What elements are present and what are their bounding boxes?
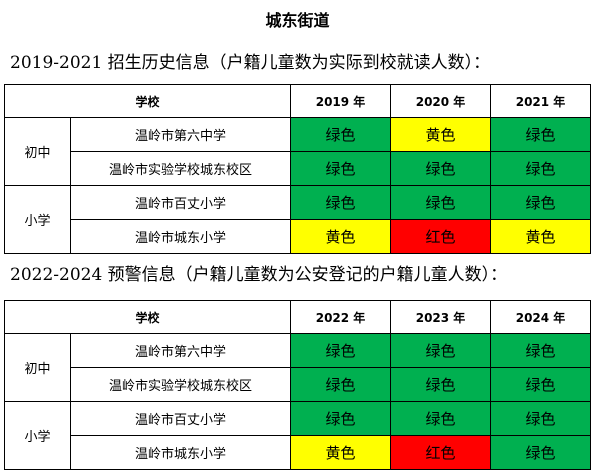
school-cell: 温岭市第六中学: [69, 117, 292, 152]
status-cell: 黄色: [290, 219, 392, 254]
school-cell: 温岭市实验学校城东校区: [69, 367, 292, 402]
level-cell: 小学: [4, 401, 71, 470]
status-cell: 绿色: [490, 333, 592, 368]
table-header-row: 学校 2022 年 2023 年 2024 年: [3, 300, 592, 334]
status-cell: 绿色: [490, 151, 592, 186]
status-cell: 绿色: [390, 401, 492, 436]
status-cell: 红色: [390, 219, 492, 254]
table-row: 温岭市城东小学 黄色 红色 绿色: [5, 435, 592, 470]
table-header-row: 学校 2019 年 2020 年 2021 年: [3, 84, 592, 118]
header-year: 2023 年: [390, 300, 492, 334]
level-cell: 小学: [4, 185, 71, 254]
page-title: 城东街道: [265, 11, 330, 30]
level-cell: 初中: [4, 117, 71, 186]
history-table: 学校 2019 年 2020 年 2021 年 初中 温岭市第六中学 绿色 黄色…: [3, 84, 592, 254]
status-cell: 绿色: [390, 367, 492, 402]
header-year: 2019 年: [290, 84, 392, 118]
school-cell: 温岭市第六中学: [69, 333, 292, 368]
school-cell: 温岭市百丈小学: [69, 185, 292, 220]
header-year: 2021 年: [490, 84, 592, 118]
table-row: 温岭市实验学校城东校区 绿色 绿色 绿色: [5, 151, 592, 186]
header-year: 2024 年: [490, 300, 592, 334]
status-cell: 黄色: [390, 117, 492, 152]
status-cell: 绿色: [290, 333, 392, 368]
school-cell: 温岭市实验学校城东校区: [69, 151, 292, 186]
status-cell: 绿色: [290, 117, 392, 152]
header-school: 学校: [3, 300, 292, 334]
status-cell: 绿色: [290, 367, 392, 402]
status-cell: 绿色: [490, 117, 592, 152]
status-cell: 绿色: [390, 185, 492, 220]
warning-table: 学校 2022 年 2023 年 2024 年 初中 温岭市第六中学 绿色 绿色…: [3, 300, 592, 470]
status-cell: 绿色: [490, 435, 592, 470]
status-cell: 绿色: [290, 185, 392, 220]
status-cell: 黄色: [490, 219, 592, 254]
table-row: 小学 温岭市百丈小学 绿色 绿色 绿色: [4, 401, 592, 470]
section-heading-warning: 2022-2024 预警信息（户籍儿童数为公安登记的户籍儿童人数）：: [10, 265, 508, 285]
table-row: 温岭市城东小学 黄色 红色 黄色: [5, 219, 592, 254]
status-cell: 绿色: [390, 151, 492, 186]
table-row: 初中 温岭市第六中学 绿色 绿色 绿色: [4, 333, 592, 402]
header-year: 2022 年: [290, 300, 392, 334]
header-school: 学校: [3, 84, 292, 118]
status-cell: 绿色: [490, 185, 592, 220]
status-cell: 绿色: [390, 333, 492, 368]
table-row: 初中 温岭市第六中学 绿色 黄色 绿色: [4, 117, 592, 186]
header-year: 2020 年: [390, 84, 492, 118]
status-cell: 绿色: [290, 401, 392, 436]
table-row: 温岭市实验学校城东校区 绿色 绿色 绿色: [5, 367, 592, 402]
section-heading-history: 2019-2021 招生历史信息（户籍儿童数为实际到校就读人数）：: [10, 53, 491, 73]
status-cell: 红色: [390, 435, 492, 470]
status-cell: 绿色: [490, 367, 592, 402]
status-cell: 黄色: [290, 435, 392, 470]
status-cell: 绿色: [290, 151, 392, 186]
school-cell: 温岭市百丈小学: [69, 401, 292, 436]
status-cell: 绿色: [490, 401, 592, 436]
level-cell: 初中: [4, 333, 71, 402]
school-cell: 温岭市城东小学: [69, 435, 292, 470]
table-row: 小学 温岭市百丈小学 绿色 绿色 绿色: [4, 185, 592, 254]
school-cell: 温岭市城东小学: [69, 219, 292, 254]
